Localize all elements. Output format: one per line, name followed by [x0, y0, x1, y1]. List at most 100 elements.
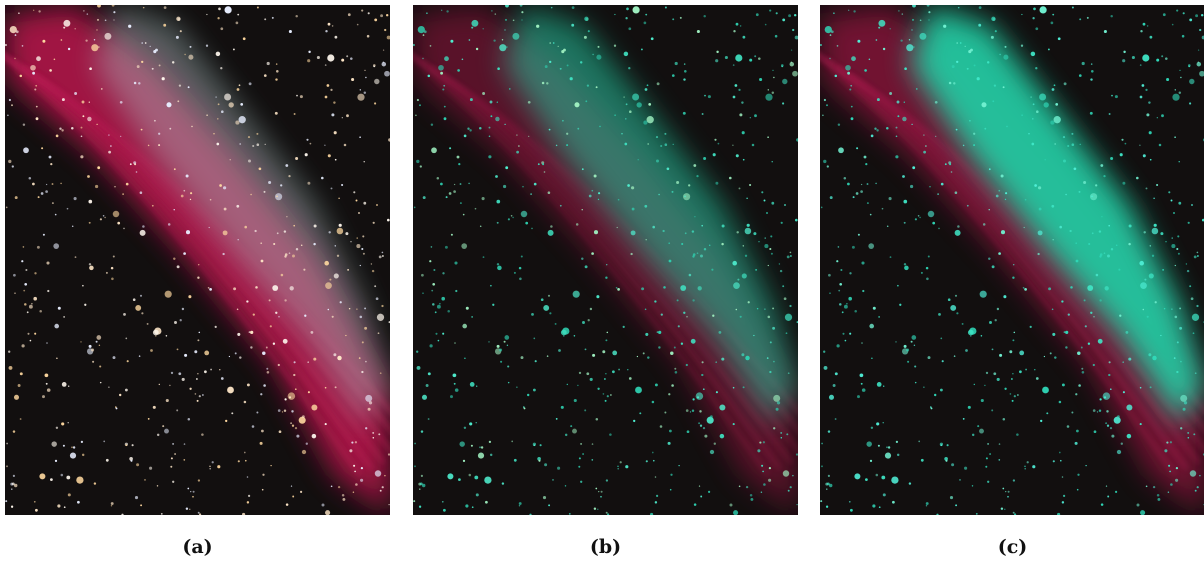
star — [721, 243, 723, 245]
star — [697, 252, 699, 254]
star — [533, 389, 536, 392]
star — [792, 71, 798, 77]
star — [23, 147, 29, 153]
star — [904, 102, 905, 103]
star — [499, 44, 506, 51]
star — [174, 209, 175, 210]
star — [1054, 143, 1056, 145]
star — [1099, 398, 1101, 400]
star — [128, 25, 131, 28]
star — [171, 457, 173, 459]
star — [565, 485, 566, 486]
star — [147, 323, 149, 325]
star — [479, 446, 481, 448]
star — [1042, 387, 1049, 394]
star — [454, 342, 456, 344]
star — [566, 133, 568, 135]
star — [307, 182, 310, 185]
star — [913, 46, 915, 48]
star — [465, 504, 468, 507]
star — [757, 449, 760, 452]
star — [1090, 78, 1092, 80]
star — [968, 50, 971, 53]
star — [458, 478, 461, 481]
star — [349, 308, 350, 309]
star — [363, 253, 365, 255]
star — [295, 388, 297, 390]
star — [829, 395, 834, 400]
star — [668, 393, 670, 395]
star — [1055, 103, 1058, 106]
star — [768, 316, 771, 319]
star — [348, 13, 351, 16]
star — [974, 384, 975, 385]
star — [1024, 288, 1027, 291]
star — [1145, 89, 1147, 91]
star — [531, 228, 533, 230]
star — [68, 422, 69, 423]
star — [194, 350, 197, 353]
star — [544, 171, 546, 173]
star — [1159, 144, 1162, 147]
star — [530, 193, 532, 195]
star — [838, 246, 840, 248]
star — [1150, 245, 1151, 246]
star — [547, 355, 549, 357]
star — [204, 351, 209, 356]
star — [1168, 465, 1170, 467]
star — [995, 30, 997, 32]
star — [98, 46, 100, 48]
star — [548, 295, 550, 297]
star — [713, 153, 716, 156]
star — [1109, 113, 1111, 115]
star — [1077, 352, 1080, 355]
star — [374, 285, 376, 287]
star — [178, 372, 181, 375]
star — [134, 163, 136, 165]
star — [956, 312, 958, 314]
star — [1156, 59, 1159, 62]
star — [1160, 335, 1161, 336]
star — [13, 430, 15, 432]
star — [360, 89, 361, 90]
star — [184, 443, 186, 445]
star — [1099, 299, 1101, 301]
star — [656, 495, 658, 497]
star — [1014, 395, 1016, 397]
star — [1021, 45, 1023, 47]
star — [303, 269, 305, 271]
star — [769, 10, 771, 12]
star — [471, 316, 473, 318]
star — [795, 219, 798, 222]
star — [502, 39, 503, 40]
star — [181, 195, 184, 198]
star — [340, 301, 342, 303]
star — [874, 128, 876, 130]
star — [177, 100, 179, 102]
star — [594, 507, 596, 509]
star — [1117, 415, 1120, 418]
star — [1003, 418, 1006, 421]
star — [103, 215, 105, 217]
star — [221, 377, 224, 380]
star — [596, 418, 599, 421]
star — [1173, 212, 1175, 214]
star — [632, 6, 639, 13]
star — [1189, 102, 1191, 104]
star — [772, 307, 774, 309]
star — [36, 117, 39, 120]
star — [1077, 474, 1079, 476]
star — [829, 58, 830, 59]
star — [1161, 114, 1164, 117]
star — [853, 196, 855, 198]
star — [947, 444, 949, 446]
star — [324, 145, 325, 146]
star — [261, 430, 264, 433]
star — [632, 208, 635, 211]
star — [1003, 295, 1006, 298]
star — [765, 24, 767, 26]
star — [369, 401, 372, 404]
star — [153, 50, 156, 53]
star — [269, 299, 271, 301]
star — [749, 184, 751, 186]
